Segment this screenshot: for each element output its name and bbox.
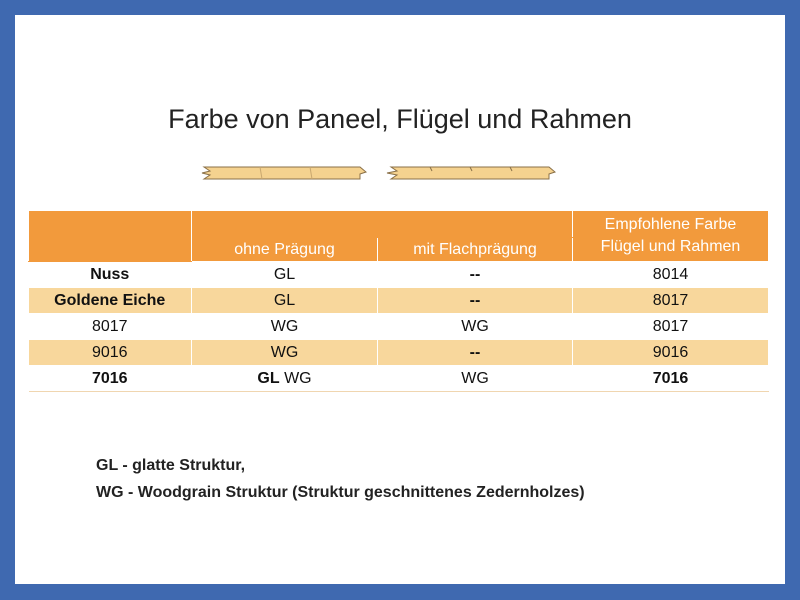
header-recommended-color: Empfohlene Farbe Flügel und Rahmen xyxy=(572,210,769,262)
legend-wg: WG - Woodgrain Struktur (Struktur geschn… xyxy=(96,484,585,501)
cell-ohne-praegung: WG xyxy=(191,339,378,366)
row-name: 7016 xyxy=(28,365,192,392)
legend: GL - glatte Struktur, WG - Woodgrain Str… xyxy=(96,452,585,506)
header-recommended-line2: Flügel und Rahmen xyxy=(600,238,741,255)
legend-gl: GL - glatte Struktur, xyxy=(96,457,246,474)
panel-profile-icon xyxy=(385,163,557,183)
color-table: Empfohlene Farbe Flügel und Rahmen ohne … xyxy=(28,210,769,392)
cell-recommended-color: 8014 xyxy=(572,261,769,288)
table-row: 7016 GL WG WG 7016 xyxy=(28,365,769,392)
table-header-row: Empfohlene Farbe Flügel und Rahmen xyxy=(28,210,769,262)
table-row: Goldene Eiche GL -- 8017 xyxy=(28,287,769,314)
structure-code: WG xyxy=(284,369,312,387)
cell-mit-flachpraegung: -- xyxy=(377,287,573,314)
cell-recommended-color: 7016 xyxy=(572,365,769,392)
cell-mit-flachpraegung: -- xyxy=(377,261,573,288)
cell-ohne-praegung: GL WG xyxy=(191,365,378,392)
cell-ohne-praegung: GL xyxy=(191,287,378,314)
cell-recommended-color: 8017 xyxy=(572,313,769,340)
table-row: Nuss GL -- 8014 xyxy=(28,261,769,288)
table-header-row: ohne Prägung mit Flachprägung xyxy=(29,237,769,262)
page-title: Farbe von Paneel, Flügel und Rahmen xyxy=(168,104,632,134)
header-mit-flachpraegung: mit Flachprägung xyxy=(377,237,573,262)
cell-ohne-praegung: GL xyxy=(191,261,378,288)
cell-recommended-color: 9016 xyxy=(572,339,769,366)
cell-mit-flachpraegung: WG xyxy=(377,313,573,340)
table-row: 8017 WG WG 8017 xyxy=(28,313,769,340)
cell-mit-flachpraegung: -- xyxy=(377,339,573,366)
structure-code: WG xyxy=(270,343,299,361)
structure-code: GL xyxy=(257,369,280,387)
cell-mit-flachpraegung: WG xyxy=(377,365,573,392)
structure-code: GL xyxy=(273,291,296,309)
row-name: 9016 xyxy=(28,339,192,366)
cell-ohne-praegung: WG xyxy=(191,313,378,340)
structure-code: GL xyxy=(273,265,296,283)
header-empty-cell xyxy=(28,210,192,262)
cell-recommended-color: 8017 xyxy=(572,287,769,314)
header-empty-cell xyxy=(191,210,573,238)
structure-code: WG xyxy=(270,317,299,335)
row-name: 8017 xyxy=(28,313,192,340)
header-ohne-praegung: ohne Prägung xyxy=(191,237,378,262)
header-recommended-line1: Empfohlene Farbe xyxy=(604,216,737,233)
panel-profile-icon xyxy=(200,163,370,183)
row-name: Nuss xyxy=(28,261,192,288)
row-name: Goldene Eiche xyxy=(28,287,192,314)
table-row: 9016 WG -- 9016 xyxy=(28,339,769,366)
